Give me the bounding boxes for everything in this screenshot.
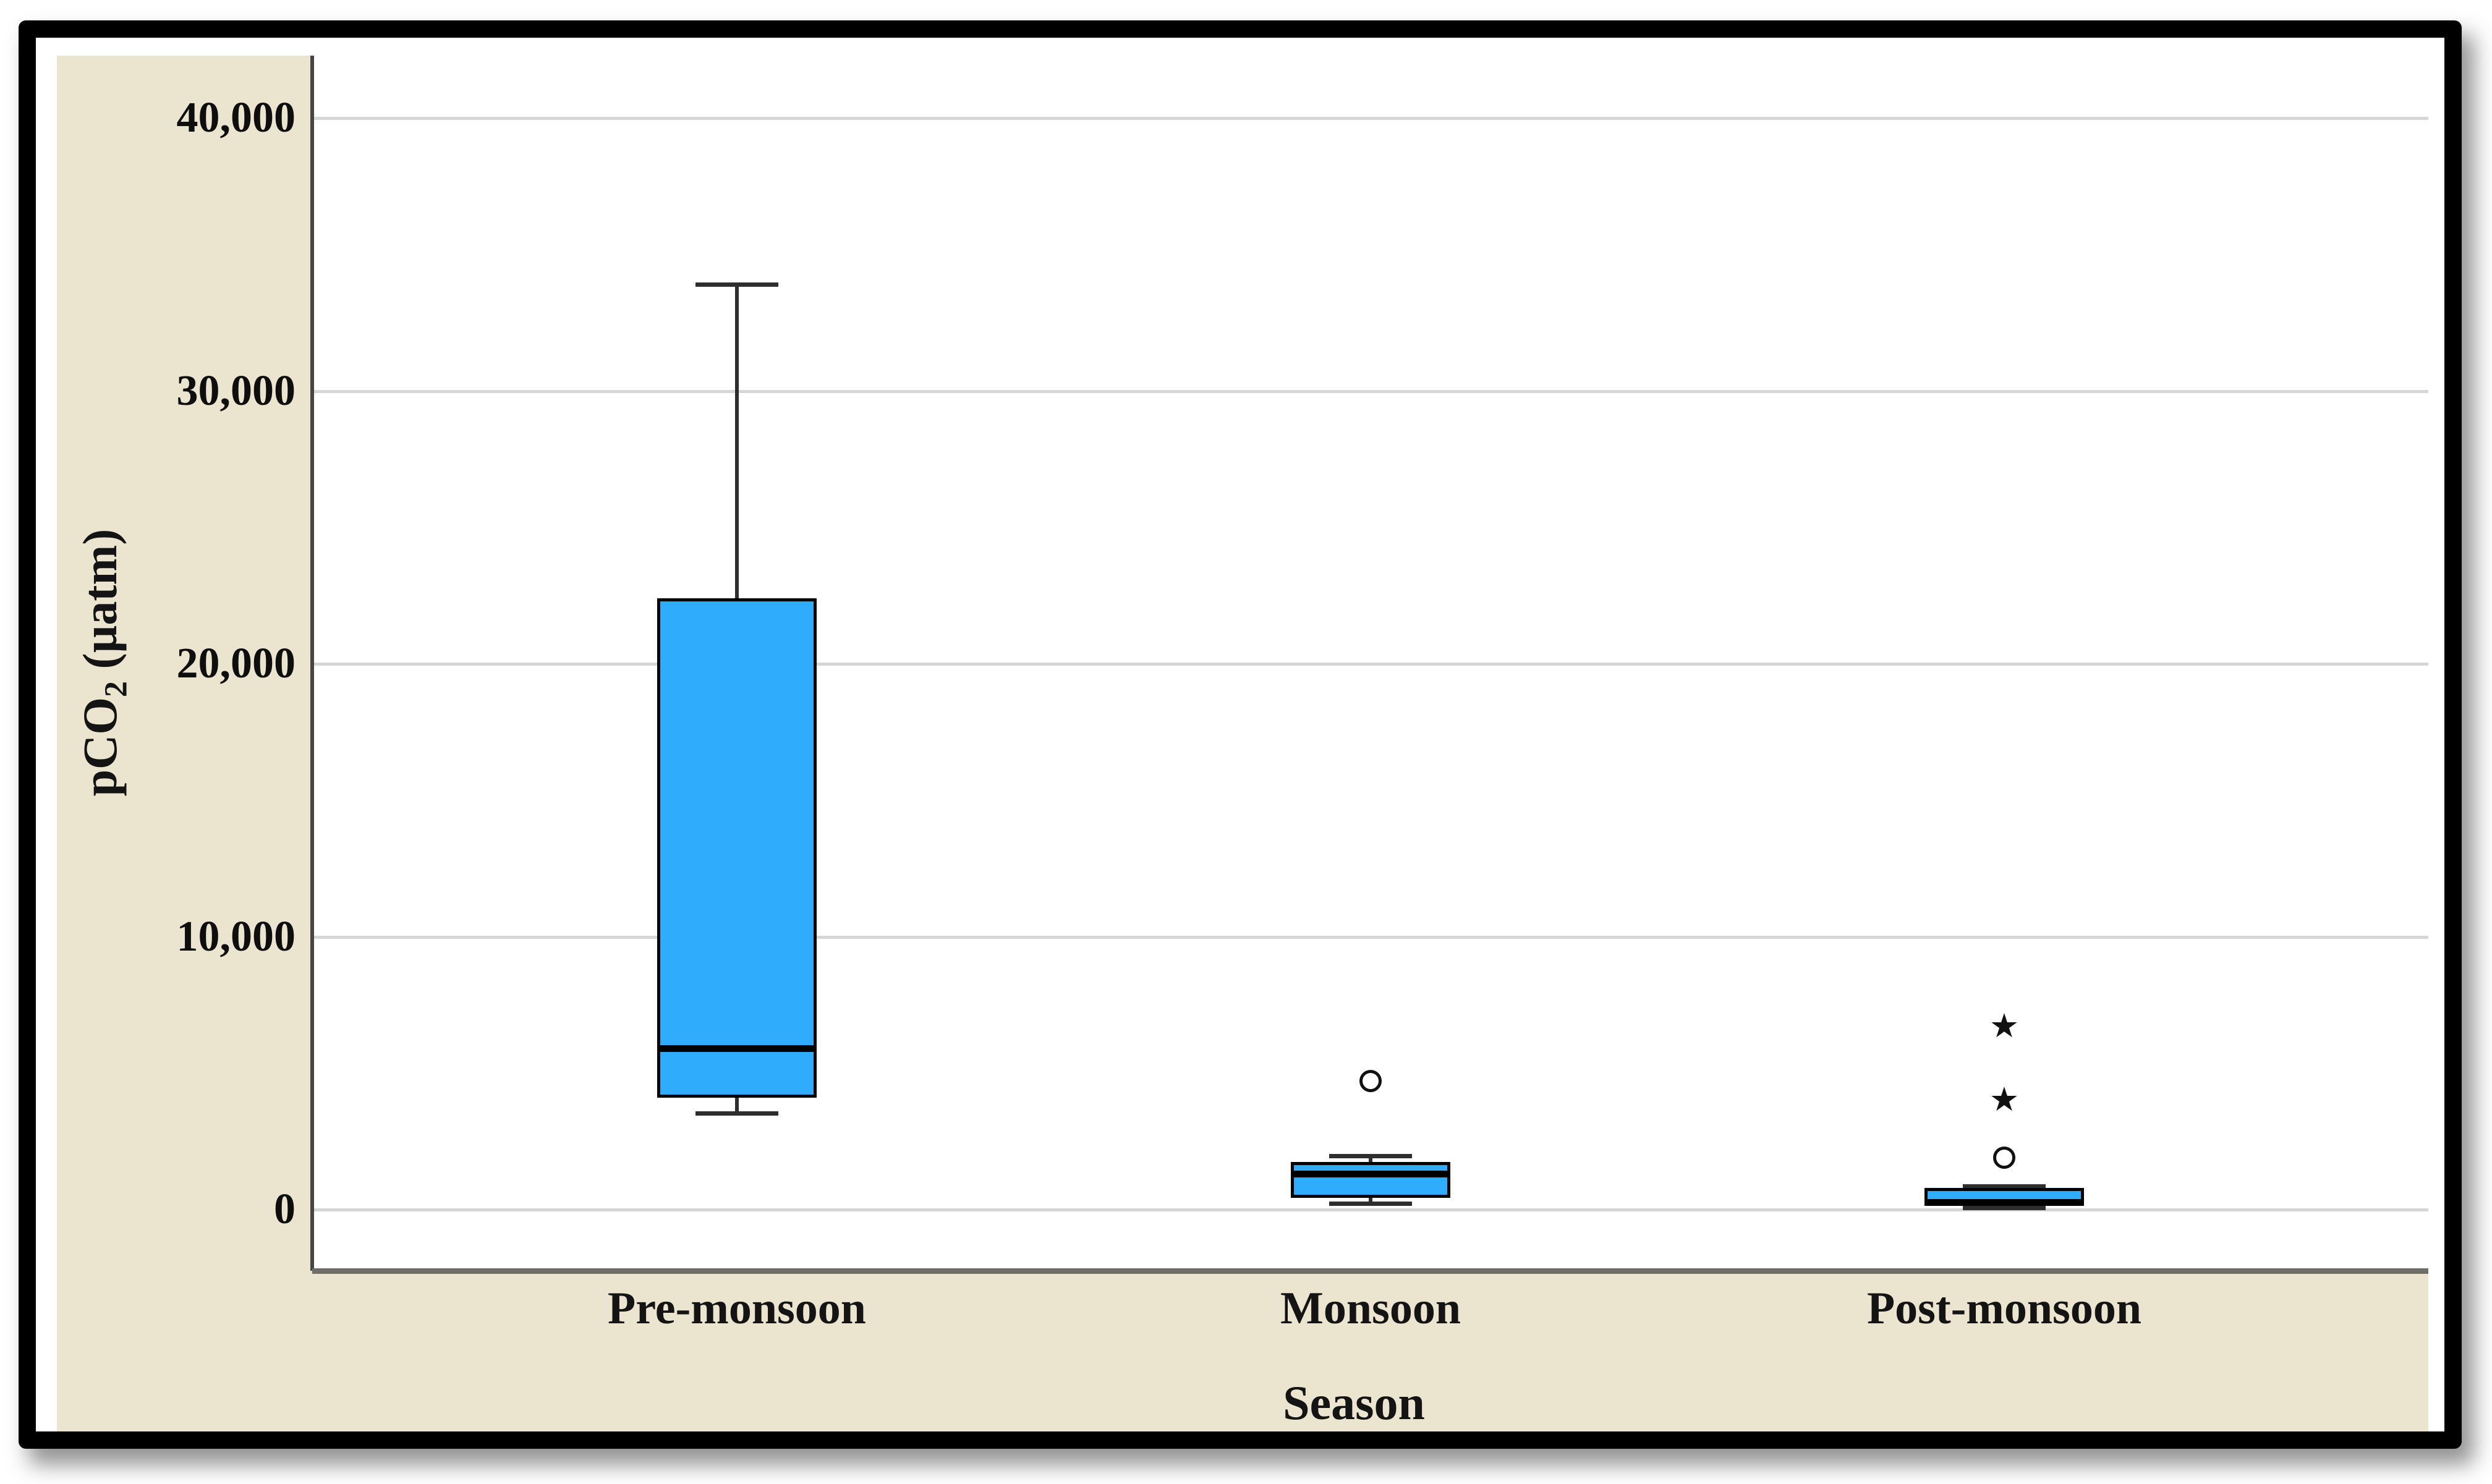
y-axis-title-main: pCO xyxy=(73,697,127,797)
y-tick-label-40000: 40,000 xyxy=(176,94,296,142)
x-category-label-pre-monsoon: Pre-monsoon xyxy=(608,1283,866,1334)
whisker-cap-top-post-monsoon xyxy=(1963,1184,2046,1189)
median-monsoon xyxy=(1290,1171,1450,1178)
whisker-cap-bottom-monsoon xyxy=(1329,1202,1412,1206)
gridline-20000 xyxy=(314,663,2428,666)
y-tick-label-30000: 30,000 xyxy=(176,367,296,415)
median-pre-monsoon xyxy=(657,1045,817,1052)
whisker-cap-top-monsoon xyxy=(1329,1154,1412,1159)
outlier-circle-monsoon-0 xyxy=(1359,1070,1382,1093)
y-axis-title-units: (µatm) xyxy=(73,528,127,681)
median-post-monsoon xyxy=(1924,1199,2084,1206)
whisker-cap-top-pre-monsoon xyxy=(695,282,778,287)
y-axis-line xyxy=(310,56,314,1271)
x-axis-title: Season xyxy=(1283,1376,1425,1430)
y-axis-title-subscript: 2 xyxy=(98,681,134,697)
y-tick-label-20000: 20,000 xyxy=(176,640,296,687)
x-category-label-monsoon: Monsoon xyxy=(1280,1283,1461,1334)
outlier-circle-post-monsoon-0 xyxy=(1993,1147,2015,1169)
box-pre-monsoon xyxy=(657,598,817,1098)
gridline-0 xyxy=(314,1208,2428,1211)
whisker-cap-bottom-pre-monsoon xyxy=(695,1111,778,1116)
gridline-30000 xyxy=(314,389,2428,393)
x-axis-line xyxy=(312,1268,2428,1274)
extreme-star-post-monsoon-0: ★ xyxy=(1989,1080,2020,1119)
gridline-10000 xyxy=(314,935,2428,939)
y-tick-label-10000: 10,000 xyxy=(176,912,296,960)
whisker-cap-bottom-post-monsoon xyxy=(1963,1205,2046,1210)
y-axis-title: pCO2 (µatm) xyxy=(70,292,134,1033)
extreme-star-post-monsoon-1: ★ xyxy=(1989,1006,2020,1046)
gridline-40000 xyxy=(314,117,2428,120)
box-monsoon xyxy=(1290,1161,1450,1198)
x-category-label-post-monsoon: Post-monsoon xyxy=(1866,1283,2142,1334)
y-tick-label-0: 0 xyxy=(274,1185,296,1233)
